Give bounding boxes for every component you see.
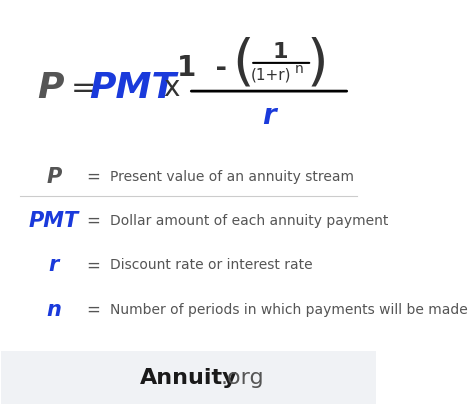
Text: PMT: PMT [28,211,79,230]
Text: (: ( [232,37,254,91]
Text: (1+r): (1+r) [251,67,291,82]
Text: =: = [86,212,100,230]
Text: n: n [294,62,303,76]
Text: Number of periods in which payments will be made: Number of periods in which payments will… [110,302,468,316]
Text: =: = [86,167,100,185]
Text: P: P [46,166,62,186]
Text: n: n [46,299,61,319]
Text: r: r [49,255,59,275]
Text: ): ) [307,37,328,91]
Text: Dollar amount of each annuity payment: Dollar amount of each annuity payment [110,213,388,228]
FancyBboxPatch shape [1,351,376,404]
Text: Present value of an annuity stream: Present value of an annuity stream [110,169,354,183]
Text: PMT: PMT [89,71,176,105]
Text: 1: 1 [273,42,288,62]
Text: Annuity: Annuity [140,367,237,388]
Text: P: P [37,71,64,105]
Text: .org: .org [221,367,264,388]
Text: =: = [86,256,100,274]
Text: =: = [71,73,97,102]
Text: =: = [86,300,100,318]
Text: x: x [164,74,180,102]
Text: Discount rate or interest rate: Discount rate or interest rate [110,258,312,272]
Text: r: r [262,102,276,130]
Text: 1  -: 1 - [177,54,227,82]
